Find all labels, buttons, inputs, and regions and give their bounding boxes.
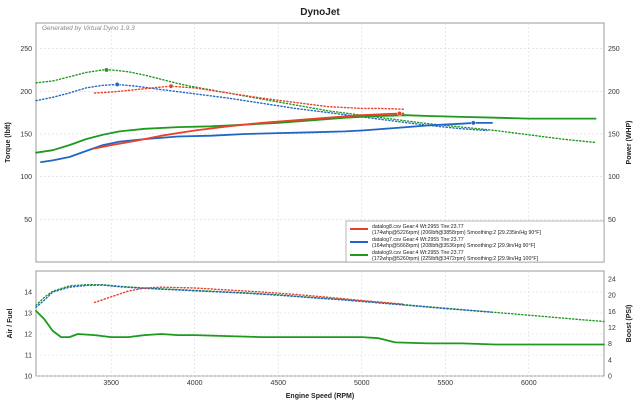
watermark: Generated by Virtual Dyno 1.9.3 <box>42 25 135 32</box>
y-axis-label-torque: Torque (lbft) <box>5 122 12 163</box>
tick-label-right-50: 50 <box>608 217 616 224</box>
tick-label-left-50: 50 <box>24 217 32 224</box>
y-axis-label-air-fuel: Air / Fuel <box>7 308 14 338</box>
tick-label-right-200: 200 <box>608 89 620 96</box>
top-tick-labels: 50 50 100 100 150 150 200 200 250 250 <box>20 46 619 224</box>
torque-power-panel: 50 50 100 100 150 150 200 200 250 250 Generated b… <box>5 22 633 263</box>
top-gridlines <box>36 23 604 262</box>
y-axis-label-boost: Boost (PSI) <box>626 305 633 343</box>
tick-label-boost-4: 4 <box>608 357 612 364</box>
tick-label-rpm-4500: 4500 <box>270 380 286 387</box>
legend-entry-green-line1: datalog9.csv Gear:4 Wt:2955 Tire:23.77 <box>372 250 464 256</box>
tick-label-right-100: 100 <box>608 174 620 181</box>
afr-boost-panel: 10 11 12 13 14 0 4 8 12 16 20 24 3500 4000 4500 5000 550… <box>7 270 633 400</box>
tick-label-boost-20: 20 <box>608 293 616 300</box>
series-red-solid-5 <box>93 112 405 150</box>
series-blue-solid-4 <box>40 122 494 164</box>
legend-entry-red-line1: datalog8.csv Gear:4 Wt:2955 Tire:23.77 <box>372 224 464 230</box>
tick-label-boost-12: 12 <box>608 325 616 332</box>
series-blue-dotted-1 <box>35 83 488 132</box>
tick-label-afr-11: 11 <box>25 353 32 360</box>
peak-marker-blue-3 <box>470 120 476 126</box>
tick-label-boost-0: 0 <box>608 374 612 381</box>
bottom-series-red-dotted-2 <box>93 286 405 305</box>
tick-label-rpm-5500: 5500 <box>438 380 454 387</box>
peak-marker-green-0 <box>104 67 109 73</box>
series-green-solid-3 <box>35 114 597 154</box>
tick-label-left-150: 150 <box>20 131 32 138</box>
x-axis-label: Engine Speed (RPM) <box>286 393 354 400</box>
tick-label-left-200: 200 <box>20 89 32 96</box>
bottom-series-group <box>35 284 605 346</box>
peak-marker-blue-1 <box>114 82 120 87</box>
bottom-series-green-solid-3 <box>35 309 605 346</box>
tick-label-boost-16: 16 <box>608 309 616 316</box>
legend-entry-green-line2: (172whp@5260rpm) (225lbft@3472rpm) Smoot… <box>372 256 539 262</box>
peak-marker-red-2 <box>168 83 174 89</box>
tick-label-afr-10: 10 <box>24 374 32 381</box>
legend-entry-blue-line1: datalog7.csv Gear:4 Wt:2955 Tire:23.77 <box>372 237 464 243</box>
tick-label-afr-12: 12 <box>24 332 32 339</box>
top-series-group <box>35 67 597 164</box>
tick-label-left-100: 100 <box>20 174 32 181</box>
bottom-plot-frame <box>35 270 605 377</box>
tick-label-rpm-6000: 6000 <box>521 380 537 387</box>
series-green-dotted-0 <box>35 69 597 144</box>
peak-marker-red-4 <box>397 111 402 116</box>
tick-label-boost-24: 24 <box>608 277 616 284</box>
legend-entry-blue-line2: (164whp@5668rpm) (208lbft@3536rpm) Smoot… <box>372 243 536 249</box>
tick-label-afr-13: 13 <box>24 311 32 318</box>
tick-label-boost-8: 8 <box>608 341 612 348</box>
bottom-tick-labels: 10 11 12 13 14 0 4 8 12 16 20 24 3500 4000 4500 5000 550… <box>24 277 616 387</box>
tick-label-rpm-4000: 4000 <box>187 380 203 387</box>
tick-label-rpm-3500: 3500 <box>103 380 119 387</box>
tick-label-right-250: 250 <box>608 46 620 53</box>
tick-label-afr-14: 14 <box>24 290 32 297</box>
tick-label-right-150: 150 <box>608 131 620 138</box>
legend-box <box>345 220 605 263</box>
series-red-dotted-2 <box>93 85 405 110</box>
tick-label-rpm-5000: 5000 <box>354 380 370 387</box>
legend: datalog8.csv Gear:4 Wt:2955 Tire:23.77(1… <box>345 220 605 263</box>
tick-label-left-250: 250 <box>20 46 32 53</box>
chart-title: DynoJet <box>300 7 340 18</box>
bottom-series-blue-dotted-1 <box>35 284 493 313</box>
y-axis-label-power: Power (WHP) <box>626 121 633 165</box>
legend-entry-red-line2: (174whp@5226rpm) (206lbft@3858rpm) Smoot… <box>372 230 541 236</box>
